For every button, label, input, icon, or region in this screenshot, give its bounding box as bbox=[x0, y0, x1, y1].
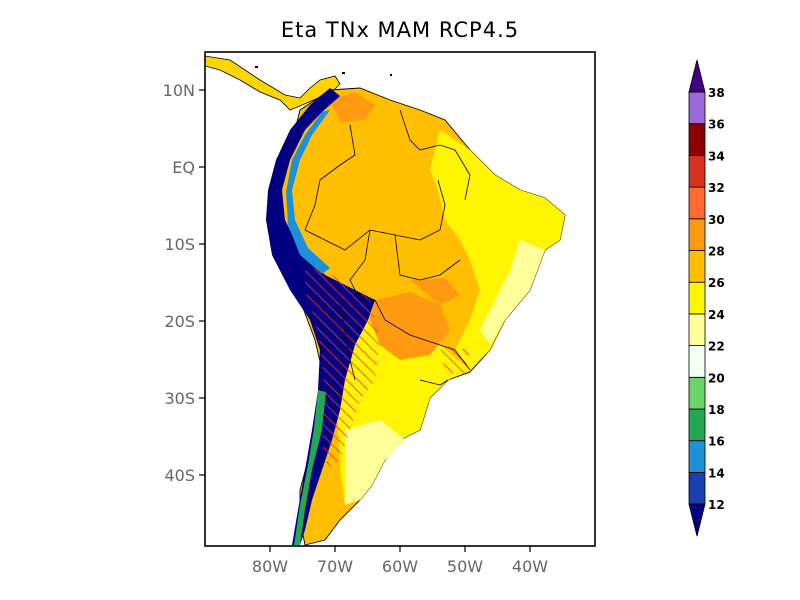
colorbar-swatch bbox=[688, 440, 706, 473]
colorbar-label: 18 bbox=[708, 403, 725, 417]
lat-tick-label: EQ bbox=[172, 158, 195, 177]
lat-tick-label: 20S bbox=[164, 312, 195, 331]
colorbar-over-arrow bbox=[688, 59, 706, 93]
caribbean-island bbox=[342, 72, 345, 74]
colorbar-label: 26 bbox=[708, 276, 725, 290]
colorbar-swatch bbox=[688, 186, 706, 220]
colorbar-swatch bbox=[688, 345, 706, 378]
orange-hotspot-central bbox=[410, 278, 460, 305]
country-borders bbox=[304, 109, 471, 386]
colorbar-swatch bbox=[688, 376, 706, 410]
colorbar-label: 20 bbox=[708, 371, 725, 385]
lat-tick-label: 40S bbox=[164, 466, 195, 485]
colorbar-label: 12 bbox=[708, 498, 725, 512]
lon-tick-label: 50W bbox=[447, 557, 483, 576]
map-area bbox=[205, 55, 566, 546]
lon-tick-label: 60W bbox=[382, 557, 418, 576]
colorbar-swatch bbox=[688, 471, 706, 505]
map-title: Eta TNx MAM RCP4.5 bbox=[280, 18, 520, 42]
lon-tick-label: 80W bbox=[252, 557, 288, 576]
lat-tick-label: 10S bbox=[164, 235, 195, 254]
lon-tick-label: 40W bbox=[512, 557, 548, 576]
colorbar-label: 28 bbox=[708, 245, 725, 259]
colorbar-label: 24 bbox=[708, 308, 725, 322]
chile-green-coast bbox=[294, 390, 326, 545]
colorbar-label: 32 bbox=[708, 181, 725, 195]
colorbar-label: 14 bbox=[708, 466, 725, 480]
caribbean-island bbox=[255, 66, 258, 68]
northeast-yellow-region bbox=[430, 130, 565, 370]
lat-tick-label: 10N bbox=[163, 81, 195, 100]
significance-hatching-east bbox=[440, 345, 470, 375]
longitude-ticks: 80W 70W 60W 50W 40W bbox=[252, 546, 548, 576]
lat-tick-label: 30S bbox=[164, 389, 195, 408]
colorbar-label: 36 bbox=[708, 118, 725, 132]
latitude-ticks: 10N EQ 10S 20S 30S 40S bbox=[163, 81, 205, 485]
colorbar: 12 14 16 18 20 22 24 26 28 30 32 34 36 38 bbox=[688, 59, 725, 537]
colorbar-label: 30 bbox=[708, 213, 725, 227]
east-coast-pale-region bbox=[480, 240, 545, 345]
orange-hotspot-north bbox=[330, 92, 375, 122]
caribbean-island bbox=[390, 74, 392, 76]
colorbar-label: 34 bbox=[708, 149, 725, 163]
colorbar-swatch bbox=[688, 218, 706, 251]
orange-hotspot-chaco bbox=[370, 292, 450, 360]
colorbar-swatch bbox=[688, 408, 706, 442]
patagonia-pale-region bbox=[345, 420, 405, 505]
colorbar-swatch bbox=[688, 250, 706, 283]
colorbar-label: 38 bbox=[708, 86, 725, 100]
significance-hatching bbox=[305, 265, 380, 470]
colorbar-swatch bbox=[688, 154, 706, 188]
colorbar-swatch bbox=[688, 91, 706, 125]
colorbar-swatch bbox=[688, 281, 706, 315]
lon-tick-label: 70W bbox=[317, 557, 353, 576]
colorbar-under-arrow bbox=[688, 503, 706, 537]
colorbar-label: 22 bbox=[708, 340, 725, 354]
andes-blue-fringe bbox=[286, 110, 330, 274]
colorbar-swatch bbox=[688, 123, 706, 156]
colorbar-label: 16 bbox=[708, 435, 725, 449]
colorbar-swatch bbox=[688, 313, 706, 346]
